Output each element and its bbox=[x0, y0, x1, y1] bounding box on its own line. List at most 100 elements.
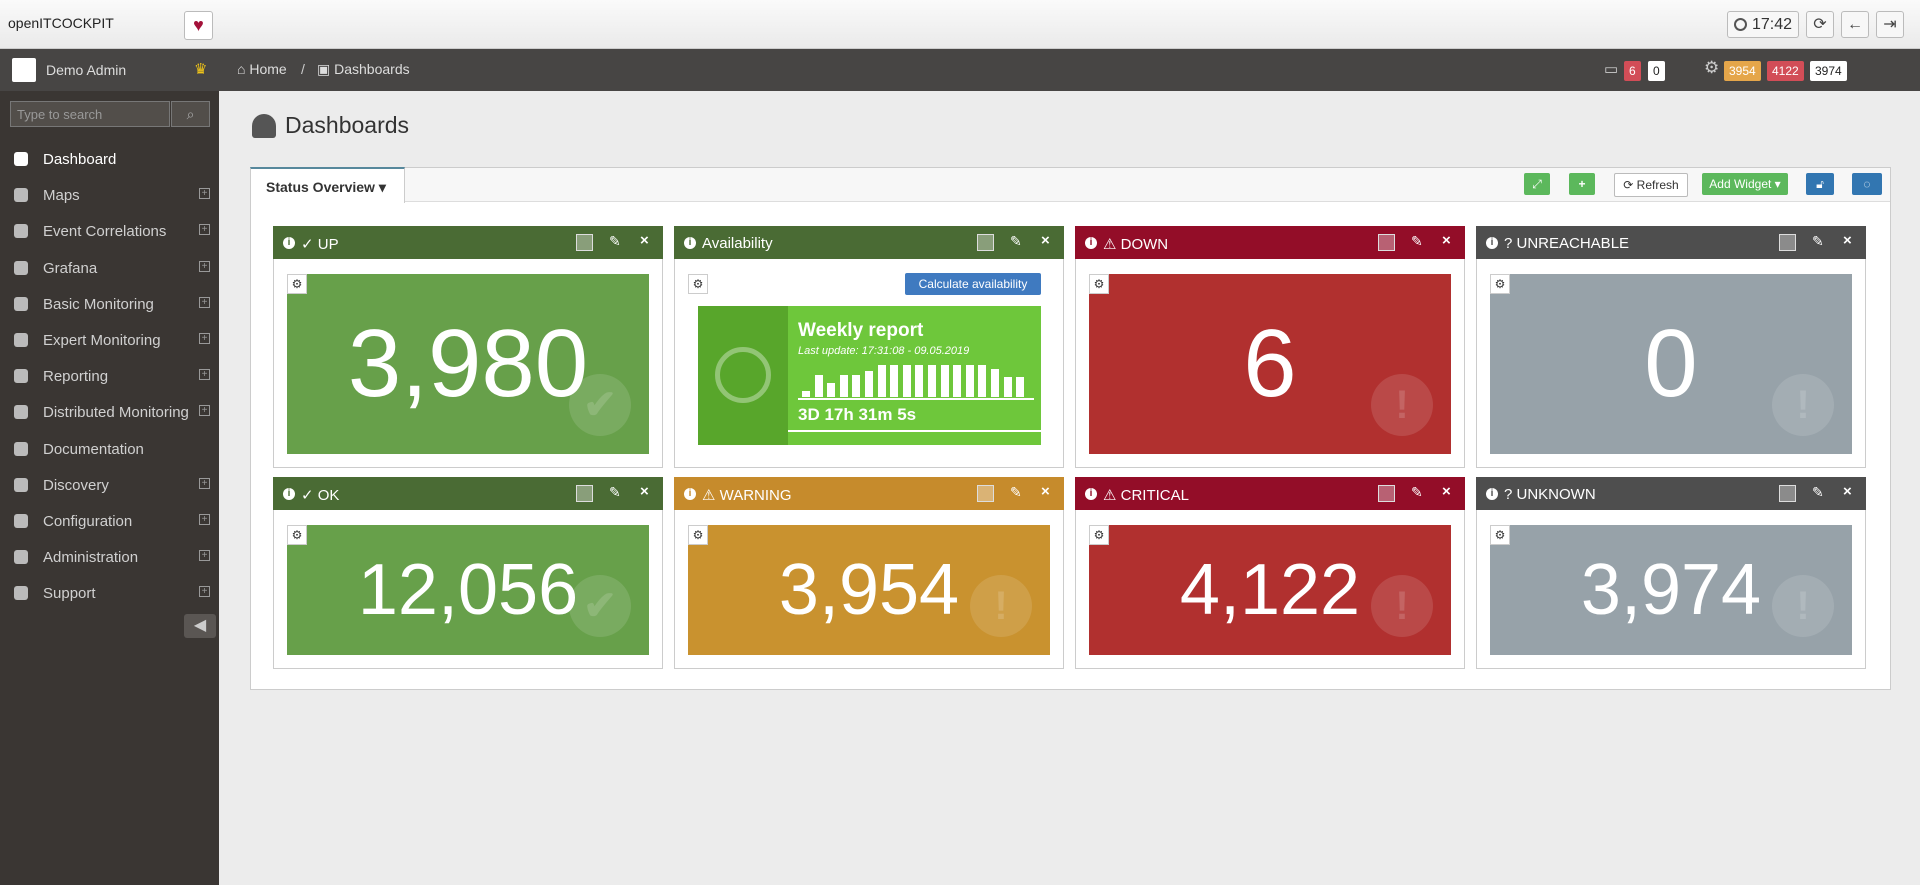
counter-value: 12,056 bbox=[357, 550, 579, 630]
user-box: Demo Admin ♛ bbox=[0, 49, 219, 91]
watermark: ✔ bbox=[569, 374, 631, 436]
logout-button[interactable]: ⇥ bbox=[1876, 11, 1904, 38]
search-button[interactable]: ⌕ bbox=[171, 101, 210, 127]
sparkline-bar bbox=[890, 365, 899, 397]
menu-label: Configuration bbox=[43, 513, 133, 530]
gear-button[interactable]: ⚙ bbox=[287, 274, 307, 294]
edit-button[interactable]: ✎ bbox=[1812, 233, 1824, 249]
sparkline-bar bbox=[991, 369, 999, 397]
gear-button[interactable]: ⚙ bbox=[287, 525, 307, 545]
settings-button[interactable]: ◌ bbox=[1852, 173, 1882, 195]
host-down-badge[interactable]: 6 bbox=[1624, 61, 1641, 81]
tab[interactable]: Status Overview ▾ bbox=[250, 167, 405, 203]
host-unreachable-badge[interactable]: 0 bbox=[1648, 61, 1665, 81]
color-picker[interactable] bbox=[1779, 234, 1796, 251]
sidebar: Demo Admin ♛ Type to search ⌕ ◀ Dashboar… bbox=[0, 49, 219, 885]
gear-button[interactable]: ⚙ bbox=[1490, 525, 1510, 545]
last-update: Last update: 17:31:08 - 09.05.2019 bbox=[798, 345, 970, 357]
menu-item[interactable]: Basic Monitoring + bbox=[0, 287, 219, 321]
menu-item[interactable]: Expert Monitoring + bbox=[0, 323, 219, 357]
menu-item[interactable]: Event Correlations + bbox=[0, 214, 219, 248]
edit-button[interactable]: ✎ bbox=[1010, 233, 1022, 249]
widget: i ⚠ WARNING ✎ ×! 3,954 ⚙ bbox=[674, 477, 1064, 669]
service-warning-badge[interactable]: 3954 bbox=[1724, 61, 1761, 81]
info-icon: i bbox=[684, 237, 696, 249]
reload-button[interactable]: ⟳ bbox=[1806, 11, 1834, 38]
clock-icon bbox=[1734, 18, 1747, 31]
service-critical-badge[interactable]: 4122 bbox=[1767, 61, 1804, 81]
close-button[interactable]: × bbox=[1041, 483, 1050, 500]
color-picker[interactable] bbox=[977, 485, 994, 502]
widget-header: i ⚠ CRITICAL ✎ × bbox=[1075, 477, 1465, 510]
close-button[interactable]: × bbox=[640, 483, 649, 500]
calculate-button[interactable]: Calculate availability bbox=[905, 273, 1041, 295]
menu-label: Distributed Monitoring bbox=[43, 404, 189, 422]
menu-icon bbox=[14, 441, 28, 456]
close-button[interactable]: × bbox=[1041, 232, 1050, 249]
edit-button[interactable]: ✎ bbox=[1812, 484, 1824, 500]
close-button[interactable]: × bbox=[1843, 483, 1852, 500]
watermark: ✔ bbox=[569, 575, 631, 637]
user-name[interactable]: Demo Admin bbox=[46, 62, 127, 78]
hosts-icon: ▭ bbox=[1604, 61, 1619, 78]
search-input[interactable]: Type to search bbox=[10, 101, 170, 127]
sparkline-bar bbox=[953, 365, 962, 397]
menu-item[interactable]: Support + bbox=[0, 576, 219, 610]
menu-item[interactable]: Distributed Monitoring + bbox=[0, 395, 219, 429]
heartbeat-icon[interactable]: ♥ bbox=[184, 11, 213, 40]
edit-button[interactable]: ✎ bbox=[609, 484, 621, 500]
counter-value: 3,974 bbox=[1580, 550, 1762, 630]
watermark: ! bbox=[1772, 575, 1834, 637]
close-button[interactable]: × bbox=[1442, 232, 1451, 249]
expand-icon: + bbox=[199, 188, 210, 200]
close-button[interactable]: × bbox=[640, 232, 649, 249]
back-button[interactable]: ← bbox=[1841, 11, 1869, 38]
refresh-button[interactable]: ⟳ Refresh bbox=[1614, 173, 1688, 197]
color-picker[interactable] bbox=[1378, 485, 1395, 502]
breadcrumb-home[interactable]: ⌂ Home bbox=[237, 61, 287, 77]
menu-item[interactable]: Maps + bbox=[0, 178, 219, 212]
close-button[interactable]: × bbox=[1843, 232, 1852, 249]
watermark: ! bbox=[970, 575, 1032, 637]
menu-item[interactable]: Grafana + bbox=[0, 251, 219, 285]
color-picker[interactable] bbox=[1378, 234, 1395, 251]
tab-label: Status Overview bbox=[266, 179, 375, 195]
duration-line bbox=[788, 430, 1041, 432]
avatar bbox=[12, 58, 36, 82]
sparkline-bar bbox=[839, 375, 848, 397]
sparkline-bar bbox=[827, 383, 836, 397]
menu-item[interactable]: Discovery + bbox=[0, 468, 219, 502]
gear-button[interactable]: ⚙ bbox=[1089, 274, 1109, 294]
edit-button[interactable]: ✎ bbox=[609, 233, 621, 249]
gear-button[interactable]: ⚙ bbox=[1490, 274, 1510, 294]
color-picker[interactable] bbox=[576, 234, 593, 251]
widget: i ⚠ CRITICAL ✎ ×! 4,122 ⚙ bbox=[1075, 477, 1465, 669]
menu-item[interactable]: Dashboard bbox=[0, 142, 219, 176]
collapse-button[interactable]: ◀ bbox=[184, 614, 216, 638]
color-picker[interactable] bbox=[977, 234, 994, 251]
counter-box: ! 6 ⚙ bbox=[1089, 274, 1451, 454]
close-button[interactable]: × bbox=[1442, 483, 1451, 500]
add-widget-button[interactable]: Add Widget ▾ bbox=[1702, 173, 1788, 195]
service-unknown-badge[interactable]: 3974 bbox=[1810, 61, 1847, 81]
edit-button[interactable]: ✎ bbox=[1010, 484, 1022, 500]
watermark: ! bbox=[1772, 374, 1834, 436]
edit-button[interactable]: ✎ bbox=[1411, 233, 1423, 249]
lock-button[interactable]: 🔓︎ bbox=[1806, 173, 1834, 195]
color-picker[interactable] bbox=[576, 485, 593, 502]
sparkline-bar bbox=[940, 365, 949, 397]
gear-button[interactable]: ⚙ bbox=[688, 525, 708, 545]
gear-button[interactable]: ⚙ bbox=[688, 274, 708, 294]
menu-item[interactable]: Documentation bbox=[0, 432, 219, 466]
menu-item[interactable]: Administration + bbox=[0, 540, 219, 574]
color-picker[interactable] bbox=[1779, 485, 1796, 502]
fullscreen-button[interactable]: ⤢ bbox=[1524, 173, 1550, 195]
edit-button[interactable]: ✎ bbox=[1411, 484, 1423, 500]
info-icon: i bbox=[283, 488, 295, 500]
sparkline-bar bbox=[928, 365, 936, 397]
add-tab-button[interactable]: + bbox=[1569, 173, 1595, 195]
menu-item[interactable]: Configuration + bbox=[0, 504, 219, 538]
gear-button[interactable]: ⚙ bbox=[1089, 525, 1109, 545]
menu-item[interactable]: Reporting + bbox=[0, 359, 219, 393]
